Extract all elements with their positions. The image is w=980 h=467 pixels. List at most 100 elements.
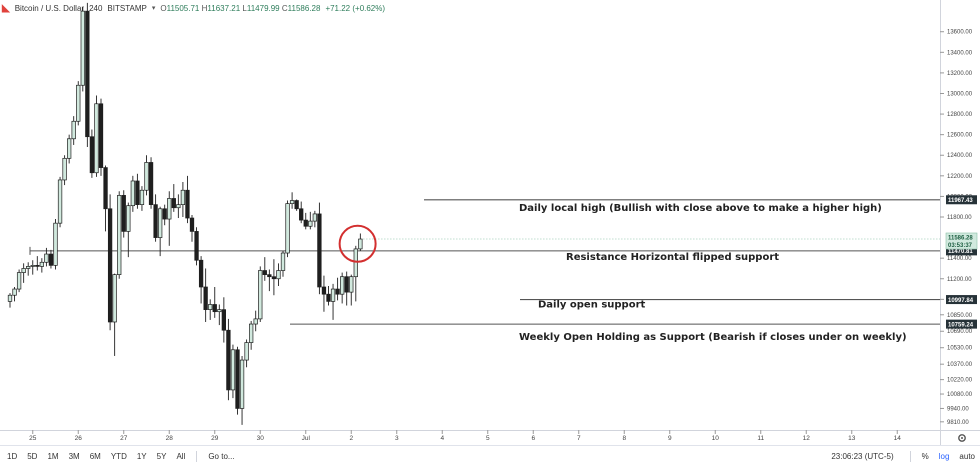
timeframe-button[interactable]: 1D (7, 452, 18, 461)
time-tick-label: 6 (531, 435, 535, 442)
price-change: +71.22 (+0.62%) (325, 3, 386, 13)
price-tick-label: 9940.00 (947, 406, 969, 412)
close-value: 11586.28 (287, 3, 321, 13)
settings-gear-icon[interactable] (958, 434, 966, 442)
price-tick-label: 9810.00 (947, 420, 969, 426)
candle-up (353, 248, 358, 278)
candle-up (80, 10, 85, 86)
price-axis[interactable]: 13600.00 13400.00 13200.00 13000.00 12800.00… (940, 30, 973, 426)
price-tick-label: 13400.00 (947, 50, 973, 56)
time-tick-label: 11 (757, 435, 764, 442)
candle-up (62, 157, 67, 181)
last-price-tag-text: 11586.28 (948, 235, 973, 241)
candle-up (340, 276, 345, 295)
last-price-tag (945, 232, 978, 250)
candle-up (7, 294, 13, 302)
highlight-circle (338, 224, 377, 263)
candle-down (267, 274, 272, 278)
candle-up (26, 266, 31, 269)
time-tick-label: 9 (668, 435, 672, 442)
go-to-button[interactable]: Go to... (208, 452, 235, 461)
candle-down (203, 286, 208, 310)
candle-down (148, 162, 154, 205)
interval[interactable]: 240 (89, 3, 103, 13)
price-tick-label: 11400.00 (947, 256, 972, 262)
candle-down (303, 219, 308, 227)
candle-up (308, 220, 313, 227)
price-tick-label: 12600.00 (947, 133, 973, 139)
candle-up (244, 342, 249, 361)
time-tick-label: 30 (257, 435, 265, 442)
candle-down (317, 213, 322, 288)
candle-down (271, 276, 277, 280)
time-tick-label: 12 (803, 435, 811, 442)
percent-scale-button[interactable]: % (921, 452, 929, 461)
time-tick-label: 2 (349, 435, 353, 442)
horizontal-levels: Daily local high (Bullish with close abo… (29, 199, 940, 343)
candle-up (144, 162, 149, 191)
price-tick-label: 12200.00 (947, 174, 973, 180)
level-annotation: Weekly Open Holding as Support (Bearish … (519, 332, 907, 343)
candle-down (103, 167, 108, 210)
candle-down (198, 259, 204, 288)
time-axis[interactable]: 25 26 27 28 29 30 Jul 2 3 4 5 6 7 8 9 10 11 12 13 14 (29, 430, 901, 442)
price-tick-label: 11200.00 (947, 277, 972, 283)
candle-up (112, 274, 117, 323)
timeframe-button[interactable]: 1M (47, 452, 59, 461)
price-tick-label: 12800.00 (947, 112, 973, 118)
timeframe-button[interactable]: 1Y (136, 452, 147, 461)
candle-down (85, 10, 90, 138)
candle-up (126, 205, 131, 232)
candle-down (294, 200, 299, 210)
log-scale-button[interactable]: log (938, 452, 950, 461)
price-tick-label: 10080.00 (947, 392, 973, 398)
candle-down (299, 208, 304, 221)
timeframe-button[interactable]: YTD (110, 452, 127, 461)
bar-countdown-text: 03:53:37 (948, 243, 973, 249)
plot-area[interactable] (0, 0, 940, 430)
chart-header: ◣ Bitcoin / U.S. Dollar 240 BITSTAMP ▾ O… (0, 0, 940, 16)
candle-up (253, 318, 258, 325)
candle-up (12, 288, 17, 296)
price-tick-label: 10850.00 (947, 313, 973, 319)
auto-scale-button[interactable]: auto (959, 452, 975, 461)
time-tick-label: 13 (848, 435, 856, 442)
candle-up (249, 323, 254, 343)
open-label: O (160, 3, 167, 13)
candle-down (48, 253, 54, 266)
price-tick-label: 10370.00 (947, 362, 973, 368)
candle-up (30, 265, 35, 267)
time-tick-label: Jul (302, 435, 311, 442)
candle-up (280, 252, 286, 271)
candle-up (258, 270, 263, 320)
time-tick-label: 8 (622, 435, 626, 442)
candle-down (121, 195, 126, 232)
timeframe-button[interactable]: 3M (68, 452, 80, 461)
level-annotation: Daily open support (538, 300, 646, 311)
candle-down (107, 208, 113, 323)
candle-down (35, 265, 40, 267)
candle-up (230, 349, 236, 391)
timeframe-button[interactable]: 6M (89, 452, 101, 461)
chevron-down-icon[interactable]: ▾ (151, 5, 156, 12)
time-tick-label: 27 (120, 435, 128, 442)
timeframe-button[interactable]: All (176, 452, 186, 461)
clock[interactable]: 23:06:23 (UTC-5) (831, 452, 894, 461)
candle-down (89, 136, 95, 174)
candle-down (98, 103, 104, 168)
time-tick-label: 29 (211, 435, 219, 442)
symbol-name[interactable]: Bitcoin / U.S. Dollar (14, 3, 85, 13)
time-tick-label: 4 (440, 435, 444, 442)
time-tick-label: 14 (894, 435, 902, 442)
candle-up (285, 203, 290, 254)
candle-up (158, 208, 163, 238)
time-tick-label: 10 (712, 435, 720, 442)
candle-down (153, 204, 158, 238)
timeframe-button[interactable]: 5D (27, 452, 38, 461)
timeframe-button[interactable]: 5Y (156, 452, 167, 461)
open-value: 11505.71 (166, 3, 200, 13)
candle-down (221, 309, 227, 331)
time-tick-label: 25 (29, 435, 37, 442)
candle-down (262, 270, 267, 275)
